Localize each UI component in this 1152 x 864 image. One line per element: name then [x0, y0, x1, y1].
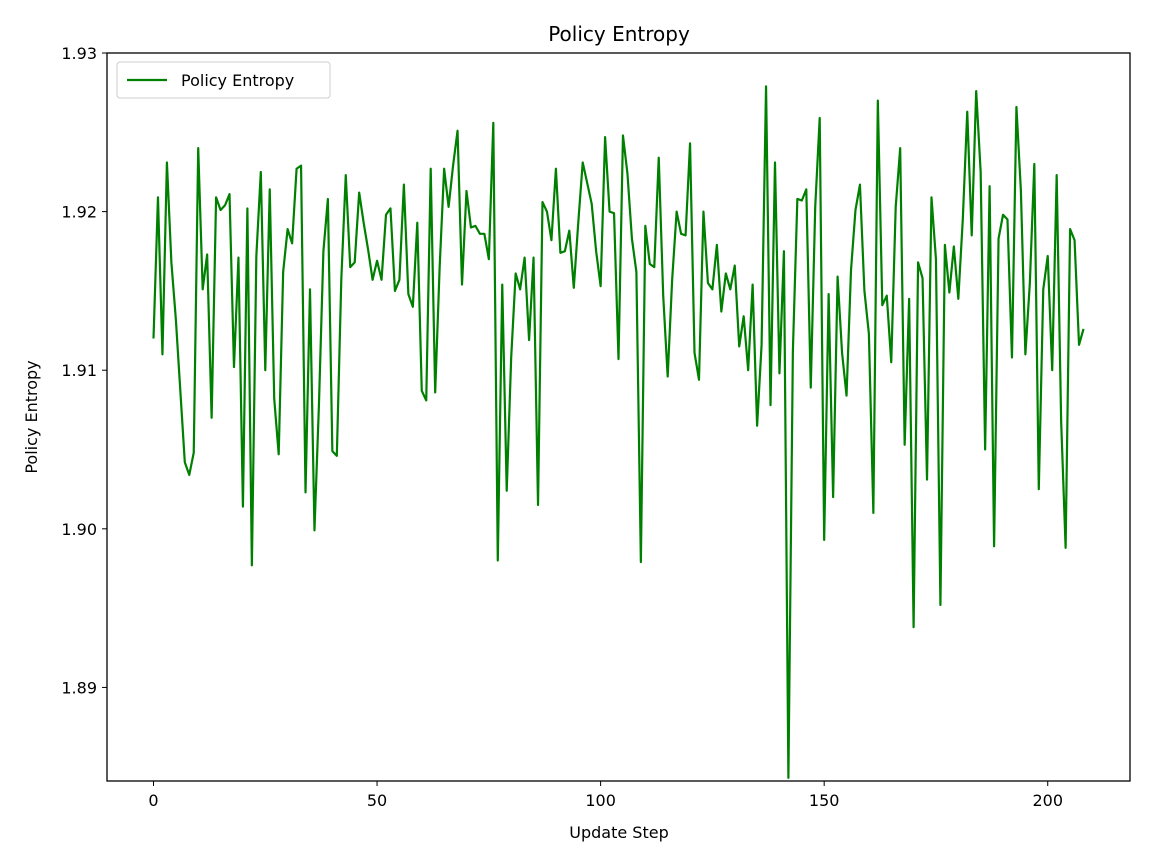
line-layer: [152, 85, 1085, 779]
x-axis: 0 50 100 150 200: [148, 781, 1063, 810]
y-tick-label: 1.93: [61, 44, 97, 63]
x-tick-label: 200: [1032, 791, 1063, 810]
x-tick-label: 150: [809, 791, 840, 810]
series-line: [152, 85, 1085, 779]
y-tick-label: 1.91: [61, 361, 97, 380]
axes-frame: [106, 52, 1131, 782]
x-tick-label: 0: [148, 791, 158, 810]
legend-label: Policy Entropy: [181, 71, 294, 90]
y-tick-label: 1.92: [61, 203, 97, 222]
x-tick-label: 100: [585, 791, 616, 810]
legend: Policy Entropy: [116, 61, 331, 99]
x-axis-label: Update Step: [569, 823, 668, 842]
legend-box: [116, 61, 331, 99]
y-axis-label: Policy Entropy: [22, 360, 41, 473]
plot-area: 0 50 100 150 200 1.89 1.90 1.91 1.92 1.93: [61, 44, 1131, 810]
y-tick-label: 1.89: [61, 678, 97, 697]
y-tick-label: 1.90: [61, 520, 97, 539]
x-tick-label: 50: [367, 791, 387, 810]
chart-title: Policy Entropy: [548, 22, 690, 46]
y-axis: 1.89 1.90 1.91 1.92 1.93: [61, 44, 107, 697]
